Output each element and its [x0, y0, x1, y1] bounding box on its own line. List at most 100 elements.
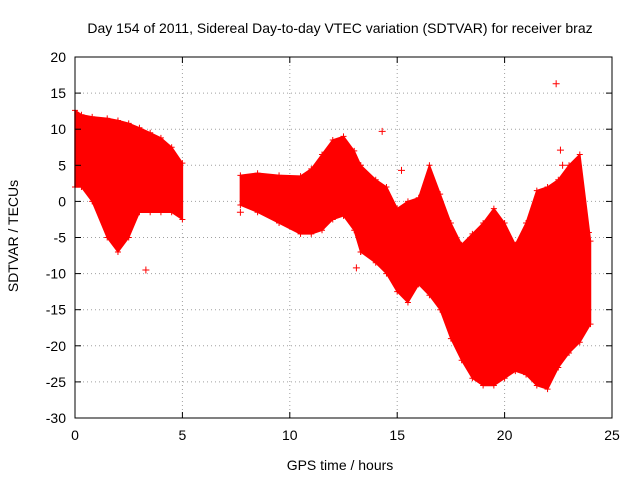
edge-point	[168, 144, 175, 151]
edge-point	[490, 382, 497, 389]
y-tick-label: -20	[46, 338, 66, 354]
edge-point	[157, 134, 164, 141]
axis-ticks: 0 5 10 15 20 25 -30 -25 -20 -15 -10 -5 0 5 10 15 20	[46, 49, 620, 443]
edge-point	[357, 162, 364, 169]
edge-point	[136, 124, 143, 131]
edge-point	[544, 183, 551, 190]
x-tick-label: 10	[282, 427, 298, 443]
edge-point	[329, 137, 336, 144]
edge-point	[104, 234, 111, 241]
edge-point	[237, 202, 244, 209]
edge-point	[179, 160, 186, 167]
edge-point	[458, 241, 465, 248]
edge-point	[297, 230, 304, 237]
edge-point	[319, 151, 326, 158]
edge-point	[254, 209, 261, 216]
outlier-point	[397, 166, 405, 174]
edge-point	[383, 183, 390, 190]
outlier-point	[552, 80, 560, 88]
edge-point	[587, 321, 594, 328]
edge-point	[447, 335, 454, 342]
outlier-point	[376, 212, 384, 220]
x-tick-label: 5	[179, 427, 187, 443]
edge-point	[136, 209, 143, 216]
edge-point	[319, 227, 326, 234]
edge-point	[394, 288, 401, 295]
edge-point	[394, 205, 401, 212]
edge-point	[372, 259, 379, 266]
edge-point	[437, 191, 444, 198]
outlier-point	[556, 146, 564, 154]
edge-point	[308, 165, 315, 172]
edge-point	[89, 113, 96, 120]
edge-point	[576, 339, 583, 346]
data-envelope-segment-1	[74, 109, 184, 253]
edge-point	[501, 375, 508, 382]
y-tick-label: 15	[50, 85, 66, 101]
edge-point	[78, 111, 85, 118]
edge-point	[555, 176, 562, 183]
edge-point	[501, 220, 508, 227]
edge-point	[168, 209, 175, 216]
y-axis-label: SDTVAR / TECUs	[5, 180, 21, 292]
edge-point	[351, 147, 358, 154]
edge-point	[404, 198, 411, 205]
y-tick-label: -25	[46, 374, 66, 390]
edge-point	[415, 281, 422, 288]
edge-point	[147, 209, 154, 216]
edge-point	[340, 212, 347, 219]
edge-point	[104, 115, 111, 122]
edge-point	[490, 205, 497, 212]
data-envelope-segment-3	[359, 153, 592, 390]
edge-point	[357, 248, 364, 255]
x-tick-label: 25	[604, 427, 620, 443]
edge-point	[147, 129, 154, 136]
edge-point	[566, 350, 573, 357]
edge-point	[480, 382, 487, 389]
edge-point	[415, 194, 422, 201]
edge-point	[254, 170, 261, 177]
y-tick-label: -15	[46, 302, 66, 318]
outlier-point	[142, 266, 150, 274]
edge-point	[276, 220, 283, 227]
outlier-point	[584, 228, 592, 236]
edge-point	[544, 386, 551, 393]
edge-point	[533, 187, 540, 194]
edge-point	[340, 133, 347, 140]
edge-point	[469, 230, 476, 237]
edge-point	[523, 371, 530, 378]
y-tick-label: 5	[58, 157, 66, 173]
edge-point	[480, 220, 487, 227]
y-tick-label: 10	[50, 121, 66, 137]
y-tick-label: 20	[50, 49, 66, 65]
edge-point	[426, 292, 433, 299]
edge-point	[523, 220, 530, 227]
x-tick-label: 0	[71, 427, 79, 443]
y-tick-label: -5	[54, 230, 67, 246]
x-tick-label: 20	[497, 427, 513, 443]
outlier-point	[378, 127, 386, 135]
edge-point	[114, 248, 121, 255]
edge-point	[512, 241, 519, 248]
edge-point	[383, 270, 390, 277]
edge-point	[587, 238, 594, 245]
y-tick-label: -30	[46, 410, 66, 426]
edge-point	[458, 357, 465, 364]
edge-point	[297, 173, 304, 180]
edge-point	[447, 220, 454, 227]
edge-point	[125, 120, 132, 127]
edge-point	[78, 183, 85, 190]
x-axis-label: GPS time / hours	[287, 457, 394, 473]
edge-point	[276, 172, 283, 179]
outlier-point	[236, 208, 244, 216]
edge-point	[566, 162, 573, 169]
edge-point	[114, 117, 121, 124]
outlier-point	[559, 161, 567, 169]
y-tick-label: -10	[46, 266, 66, 282]
edge-point	[512, 368, 519, 375]
edge-point	[404, 299, 411, 306]
edge-point	[308, 230, 315, 237]
edge-point	[576, 151, 583, 158]
chart-title: Day 154 of 2011, Sidereal Day-to-day VTE…	[87, 20, 592, 36]
